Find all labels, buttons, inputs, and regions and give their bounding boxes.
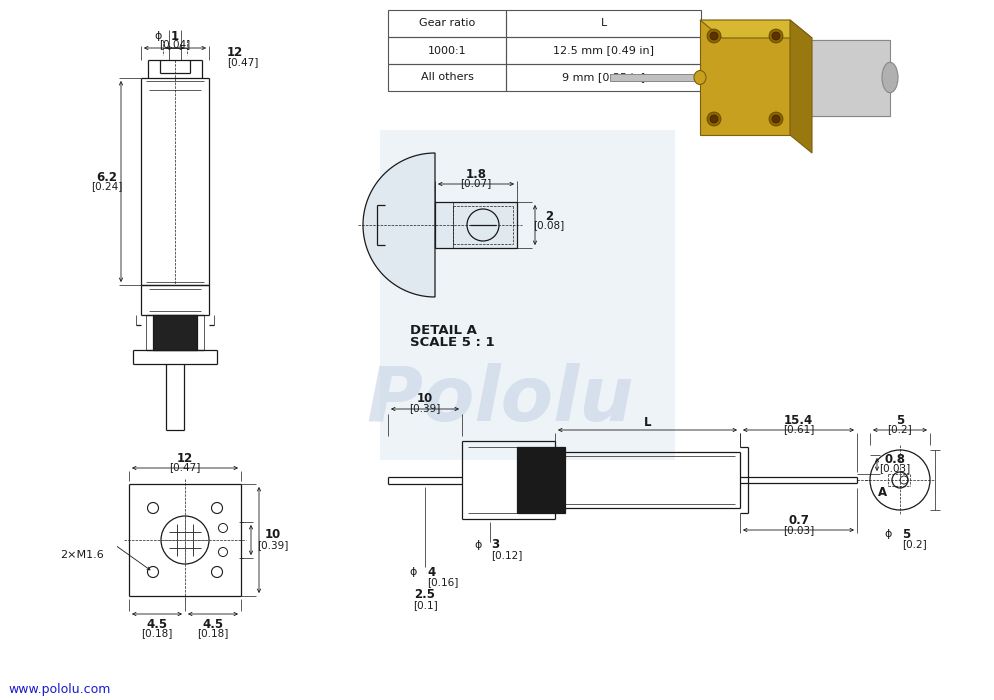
Text: [0.08]: [0.08] <box>533 220 564 230</box>
Bar <box>388 10 506 37</box>
Text: [0.04]: [0.04] <box>159 39 191 49</box>
Text: 2.5: 2.5 <box>414 589 435 601</box>
Circle shape <box>710 32 718 40</box>
Polygon shape <box>789 20 811 153</box>
Text: 9 mm [0.35 in]: 9 mm [0.35 in] <box>562 73 644 83</box>
Bar <box>506 37 701 64</box>
Text: 3: 3 <box>491 538 499 552</box>
Text: [0.2]: [0.2] <box>902 539 925 549</box>
Polygon shape <box>700 20 789 135</box>
Text: [0.18]: [0.18] <box>141 628 173 638</box>
Text: ϕ: ϕ <box>154 31 162 41</box>
Text: 15.4: 15.4 <box>783 414 812 426</box>
Text: 12.5 mm [0.49 in]: 12.5 mm [0.49 in] <box>553 46 653 55</box>
Text: A: A <box>877 486 886 498</box>
Text: Pololu: Pololu <box>366 363 633 437</box>
Bar <box>517 447 565 513</box>
Bar <box>434 202 517 248</box>
Text: ϕ: ϕ <box>474 540 481 550</box>
Text: L: L <box>599 18 606 29</box>
Text: [0.47]: [0.47] <box>169 462 201 472</box>
Polygon shape <box>363 153 434 297</box>
Text: 12: 12 <box>177 452 193 465</box>
Bar <box>609 74 700 81</box>
Text: [0.1]: [0.1] <box>413 600 437 610</box>
Text: 10: 10 <box>264 528 281 542</box>
Bar <box>388 37 506 64</box>
Text: [0.47]: [0.47] <box>227 57 258 67</box>
Text: [0.16]: [0.16] <box>426 577 458 587</box>
Text: 0.8: 0.8 <box>884 453 905 466</box>
Text: [0.18]: [0.18] <box>197 628 229 638</box>
Text: 4.5: 4.5 <box>146 617 167 631</box>
Text: 1000:1: 1000:1 <box>427 46 466 55</box>
Text: SCALE 5 : 1: SCALE 5 : 1 <box>410 335 494 349</box>
Text: [0.39]: [0.39] <box>409 403 440 413</box>
Circle shape <box>707 112 721 126</box>
Text: 6.2: 6.2 <box>96 171 117 184</box>
Text: 10: 10 <box>416 393 432 405</box>
Circle shape <box>771 115 779 123</box>
Bar <box>506 10 701 37</box>
Text: www.pololu.com: www.pololu.com <box>8 683 110 696</box>
Text: 5: 5 <box>895 414 904 426</box>
Circle shape <box>771 32 779 40</box>
Ellipse shape <box>881 62 898 92</box>
Ellipse shape <box>693 71 706 85</box>
Text: [0.61]: [0.61] <box>782 424 813 434</box>
Text: 1.8: 1.8 <box>465 167 486 181</box>
Circle shape <box>768 29 782 43</box>
Text: DETAIL A: DETAIL A <box>410 323 476 337</box>
Text: 2×M1.6: 2×M1.6 <box>60 550 103 560</box>
Bar <box>388 64 506 91</box>
Polygon shape <box>700 20 811 38</box>
Text: [0.2]: [0.2] <box>887 424 911 434</box>
Text: 5: 5 <box>902 528 910 540</box>
Text: Gear ratio: Gear ratio <box>418 18 475 29</box>
Text: 12: 12 <box>227 46 243 60</box>
Text: [0.07]: [0.07] <box>460 178 491 188</box>
Text: 0.7: 0.7 <box>787 514 808 528</box>
Text: All others: All others <box>420 73 473 83</box>
Bar <box>789 39 889 116</box>
Text: L: L <box>643 416 651 430</box>
Text: [0.12]: [0.12] <box>491 550 523 560</box>
Text: [0.39]: [0.39] <box>257 540 288 550</box>
Text: ϕ: ϕ <box>884 529 891 539</box>
Circle shape <box>707 29 721 43</box>
Text: ϕ: ϕ <box>410 567 416 577</box>
Text: 4.5: 4.5 <box>202 617 224 631</box>
Text: [0.03]: [0.03] <box>782 525 813 535</box>
Text: [0.24]: [0.24] <box>91 181 122 192</box>
Circle shape <box>710 115 718 123</box>
Bar <box>506 64 701 91</box>
Text: 1: 1 <box>171 29 179 43</box>
Text: 4: 4 <box>426 566 434 578</box>
Text: 2: 2 <box>545 209 553 223</box>
Ellipse shape <box>781 62 797 92</box>
Bar <box>380 130 674 460</box>
Circle shape <box>768 112 782 126</box>
Bar <box>153 315 197 350</box>
Text: [0.03]: [0.03] <box>879 463 910 473</box>
